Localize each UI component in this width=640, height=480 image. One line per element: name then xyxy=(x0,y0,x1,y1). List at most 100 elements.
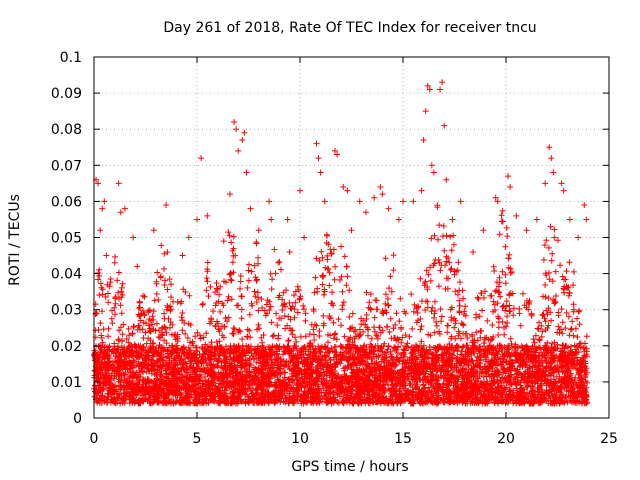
scatter-point xyxy=(542,180,549,187)
scatter-point xyxy=(179,252,186,259)
scatter-point xyxy=(395,216,402,223)
scatter-point xyxy=(560,187,567,194)
scatter-point xyxy=(428,162,435,169)
scatter-point xyxy=(317,169,324,176)
x-tick-label: 5 xyxy=(193,431,202,447)
x-tick-label: 25 xyxy=(600,431,618,447)
scatter-point xyxy=(583,216,590,223)
scatter-point xyxy=(231,118,238,125)
scatter-point xyxy=(220,238,227,245)
scatter-point xyxy=(546,144,553,151)
scatter-point xyxy=(523,227,530,234)
scatter-point xyxy=(313,140,320,147)
scatter-point xyxy=(348,227,355,234)
y-tick-label: 0.01 xyxy=(51,375,82,391)
scatter-point xyxy=(198,155,205,162)
scatter-point xyxy=(566,216,573,223)
x-tick-label: 15 xyxy=(394,431,412,447)
scatter-point xyxy=(233,126,240,133)
scatter-point xyxy=(371,194,378,201)
scatter-point xyxy=(95,180,102,187)
y-tick-label: 0.09 xyxy=(51,86,82,102)
scatter-point xyxy=(480,227,487,234)
scatter-point xyxy=(410,198,417,205)
scatter-point xyxy=(101,198,108,205)
scatter-point xyxy=(533,216,540,223)
scatter-point xyxy=(130,234,137,241)
scatter-point xyxy=(356,198,363,205)
scatter-point xyxy=(362,209,369,216)
y-axis-label: ROTI / TECUs xyxy=(7,194,23,286)
scatter-point xyxy=(422,108,429,115)
scatter-point xyxy=(420,137,427,144)
scatter-point xyxy=(185,234,192,241)
scatter-point xyxy=(513,212,520,219)
scatter-point xyxy=(548,155,555,162)
scatter-point xyxy=(134,263,141,270)
x-axis-label: GPS time / hours xyxy=(291,459,408,475)
scatter-point xyxy=(439,79,446,86)
x-tick-label: 0 xyxy=(90,431,99,447)
scatter-point xyxy=(163,202,170,209)
axis-ticks: 0 0.01 0.02 0.03 0.04 0.05 0.06 0.07 0.08 0.09 0.1… xyxy=(51,50,618,447)
scatter-point xyxy=(470,248,477,255)
scatter-point xyxy=(117,209,124,216)
y-tick-label: 0 xyxy=(73,411,82,427)
scatter-point xyxy=(437,86,444,93)
scatter-point xyxy=(247,205,254,212)
scatter-point xyxy=(99,205,106,212)
y-tick-label: 0.07 xyxy=(51,158,82,174)
scatter-point xyxy=(426,86,433,93)
scatter-point xyxy=(507,183,514,190)
y-tick-label: 0.05 xyxy=(51,231,82,247)
chart-title: Day 261 of 2018, Rate Of TEC Index for r… xyxy=(163,20,536,36)
scatter-point xyxy=(505,173,512,180)
y-tick-label: 0.03 xyxy=(51,303,82,319)
scatter-point xyxy=(321,198,328,205)
scatter-point xyxy=(430,169,437,176)
scatter-point xyxy=(284,216,291,223)
y-tick-label: 0.1 xyxy=(60,50,82,66)
scatter-point xyxy=(457,198,464,205)
scatter-point xyxy=(492,194,499,201)
scatter-point xyxy=(241,129,248,136)
scatter-point xyxy=(424,82,431,89)
scatter-point xyxy=(204,212,211,219)
scatter-point xyxy=(301,234,308,241)
x-tick-label: 10 xyxy=(291,431,309,447)
scatter-point xyxy=(103,252,110,259)
scatter-point xyxy=(441,122,448,129)
scatter-point xyxy=(194,216,200,223)
scatter-point xyxy=(121,205,128,212)
scatter-point xyxy=(332,147,339,154)
scatter-point xyxy=(315,155,322,162)
scatter-point xyxy=(558,180,565,187)
scatter-point xyxy=(286,248,293,255)
scatter-point xyxy=(243,169,250,176)
scatter-point xyxy=(550,169,557,176)
y-tick-label: 0.08 xyxy=(51,122,82,138)
scatter-point xyxy=(443,176,450,183)
scatter-point xyxy=(377,183,384,190)
scatter-point xyxy=(91,202,591,407)
scatter-point xyxy=(334,151,341,158)
scatter-point xyxy=(266,198,273,205)
y-tick-label: 0.04 xyxy=(51,267,82,283)
scatter-point xyxy=(494,198,501,205)
scatter-point xyxy=(268,216,275,223)
scatter-point xyxy=(379,191,386,198)
scatter-point xyxy=(235,147,242,154)
scatter-point xyxy=(340,183,347,190)
scatter-point xyxy=(255,227,262,234)
scatter-point xyxy=(344,187,351,194)
scatter-point xyxy=(575,234,582,241)
scatter-point xyxy=(297,187,303,194)
scatter-point xyxy=(449,216,456,223)
y-tick-label: 0.02 xyxy=(51,339,82,355)
scatter-point xyxy=(385,205,392,212)
data-points xyxy=(91,79,591,407)
scatter-point xyxy=(115,180,122,187)
y-tick-label: 0.06 xyxy=(51,194,82,210)
scatter-point xyxy=(581,202,588,209)
